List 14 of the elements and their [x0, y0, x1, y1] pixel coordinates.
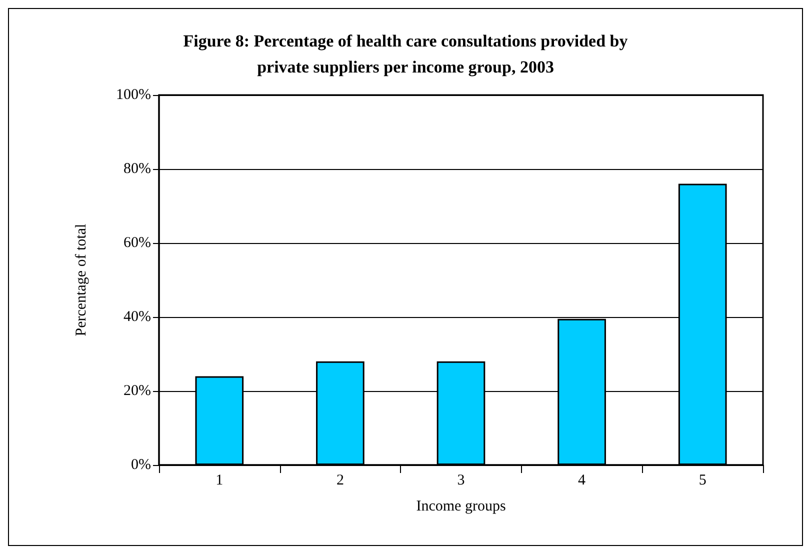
- y-tick-label: 60%: [124, 235, 151, 251]
- x-tick-label: 2: [336, 472, 344, 488]
- chart-title: Figure 8: Percentage of health care consultations provided by private suppliers per income group, 2003: [183, 32, 628, 76]
- x-tick-label: 3: [457, 472, 465, 488]
- x-tick-label: 5: [698, 472, 706, 488]
- y-tick-label: 20%: [124, 383, 151, 399]
- x-axis-title: Income groups: [416, 498, 506, 514]
- y-tick-label: 100%: [116, 87, 151, 103]
- y-tick-label: 40%: [124, 309, 151, 325]
- y-tick-label: 0%: [131, 457, 151, 473]
- y-axis-title: Percentage of total: [74, 224, 90, 336]
- x-tick-label: 4: [578, 472, 586, 488]
- x-tick-label: 1: [216, 472, 224, 488]
- y-tick-label: 80%: [124, 161, 151, 177]
